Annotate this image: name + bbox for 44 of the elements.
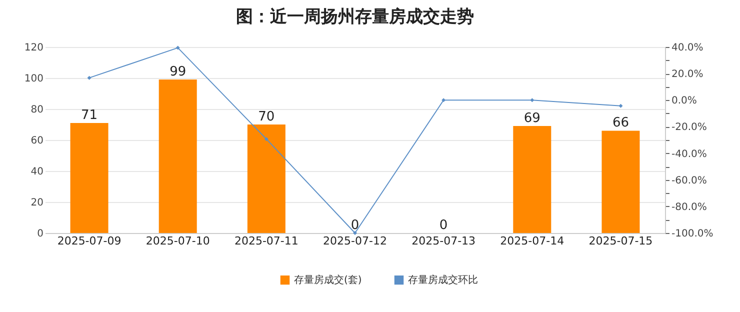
point [442, 98, 446, 102]
y-tick-label: 120 [24, 42, 44, 54]
x-tick-label: 2025-07-15 [588, 234, 653, 248]
y2-tick-label: -100.0% [672, 228, 714, 240]
data-label: 66 [612, 116, 629, 131]
data-label: 0 [439, 218, 448, 233]
x-tick-label: 2025-07-13 [412, 234, 476, 248]
point [618, 104, 623, 108]
y2-tick-label: -40.0% [672, 148, 707, 160]
x-tick-label: 2025-07-12 [323, 234, 387, 248]
x-tick-label: 2025-07-09 [57, 234, 122, 248]
y2-tick-label: -20.0% [672, 122, 707, 134]
point [87, 76, 92, 80]
y-tick-label: 80 [30, 104, 44, 116]
y-tick-label: 100 [24, 74, 44, 84]
legend-label: 存量房成交环比 [408, 274, 478, 286]
y2-tick-label: 20.0% [672, 69, 704, 80]
y2-tick-label: 0.0% [672, 96, 697, 107]
y2-tick-label: 40.0% [672, 42, 704, 54]
y-tick-label: 60 [30, 136, 44, 146]
bar [70, 122, 108, 233]
data-label: 71 [81, 108, 98, 123]
x-tick-label: 2025-07-14 [500, 234, 564, 248]
point [530, 98, 534, 102]
data-label: 69 [524, 111, 540, 126]
x-tick-label: 2025-07-10 [146, 234, 210, 248]
data-label: 99 [170, 64, 186, 80]
data-label: 0 [350, 218, 360, 233]
y2-tick-label: -60.0% [672, 175, 707, 186]
y2-tick-label: -80.0% [672, 202, 707, 213]
legend-label: 存量房成交(套) [294, 274, 362, 286]
x-tick-label: 2025-07-11 [234, 234, 298, 248]
data-label: 70 [258, 110, 275, 124]
y-tick-label: 40 [30, 166, 44, 178]
chart-title: 图：近一周扬州存量房成交走势 [236, 7, 474, 27]
bar [602, 130, 640, 233]
bar [158, 80, 197, 233]
y-tick-label: 0 [37, 228, 44, 240]
y-tick-label: 20 [30, 198, 44, 208]
bar [247, 124, 286, 233]
point [353, 231, 357, 235]
point [264, 137, 268, 142]
point [176, 46, 180, 50]
bar [513, 126, 552, 233]
